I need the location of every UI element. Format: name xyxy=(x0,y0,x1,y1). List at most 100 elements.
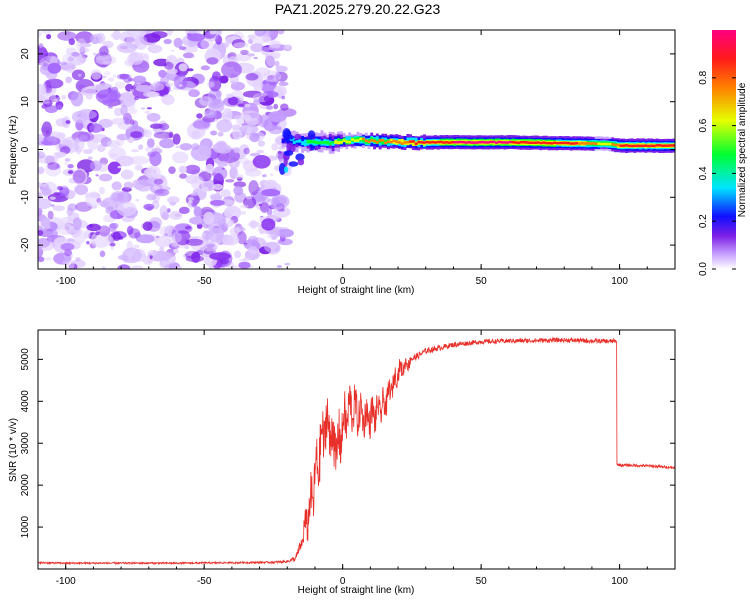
signal-cell xyxy=(481,140,484,144)
signal-cell xyxy=(309,139,313,144)
noise-blob xyxy=(248,180,259,196)
noise-blob xyxy=(184,250,200,259)
noise-blob xyxy=(253,56,258,60)
noise-blob xyxy=(192,120,210,129)
noise-blob xyxy=(38,151,46,159)
signal-cell xyxy=(483,141,487,144)
noise-blob xyxy=(86,240,90,245)
spectrogram-y-tick-label: -10 xyxy=(20,190,31,205)
signal-cell xyxy=(389,140,393,144)
noise-blob xyxy=(240,49,249,56)
noise-blob xyxy=(147,44,163,54)
spectrogram-x-tick-label: 50 xyxy=(476,276,488,287)
noise-blob xyxy=(47,62,62,74)
signal-cell xyxy=(542,141,545,144)
noise-blob xyxy=(174,213,181,217)
noise-blob xyxy=(190,192,199,196)
noise-blob xyxy=(112,30,122,41)
signal-cell xyxy=(547,141,551,145)
noise-blob xyxy=(232,161,236,167)
noise-blob xyxy=(277,30,285,35)
signal-cell xyxy=(500,141,504,144)
onset-blob xyxy=(283,150,294,156)
noise-blob xyxy=(123,181,133,190)
noise-blob xyxy=(178,46,187,51)
noise-blob xyxy=(191,143,200,151)
noise-blob xyxy=(262,80,268,85)
signal-cell xyxy=(517,141,520,144)
spectrogram-x-ticks: -100 -50 0 50 100 xyxy=(37,30,676,287)
signal-cell xyxy=(475,141,479,144)
signal-cell xyxy=(384,141,388,145)
signal-cell xyxy=(281,139,285,143)
signal-cell xyxy=(489,140,493,144)
signal-cell xyxy=(392,139,396,143)
noise-blob xyxy=(201,239,219,252)
noise-blob xyxy=(47,210,54,220)
snr-x-tick-label: -100 xyxy=(56,576,76,587)
signal-cell xyxy=(373,139,376,143)
onset-blob xyxy=(307,130,316,140)
snr-x-tick-label: 100 xyxy=(611,576,628,587)
noise-blob xyxy=(260,46,270,55)
signal-cell xyxy=(641,144,645,148)
snr-x-ticks: -100 -50 0 50 100 xyxy=(37,330,676,587)
signal-cell xyxy=(539,141,543,145)
noise-blob xyxy=(273,103,279,110)
signal-cell xyxy=(348,140,352,144)
signal-cell xyxy=(619,144,623,147)
signal-cell xyxy=(409,140,412,143)
noise-blob xyxy=(81,86,97,96)
noise-blob xyxy=(263,179,278,188)
noise-blob xyxy=(267,92,274,98)
signal-cell xyxy=(597,142,601,145)
noise-blob xyxy=(65,120,71,124)
noise-blob xyxy=(233,148,240,154)
noise-blob xyxy=(210,172,218,176)
noise-blob xyxy=(166,30,173,36)
noise-blob xyxy=(237,103,245,108)
signal-cell xyxy=(519,141,523,144)
onset-blob xyxy=(310,145,316,151)
signal-cell xyxy=(497,140,501,144)
signal-cell xyxy=(550,142,554,145)
noise-blob xyxy=(212,71,221,81)
signal-cell xyxy=(672,144,675,147)
signal-cell xyxy=(561,141,565,145)
noise-blob xyxy=(205,163,214,174)
signal-cell xyxy=(492,140,496,144)
signal-cell xyxy=(478,141,482,144)
noise-blob xyxy=(90,69,102,80)
signal-cell xyxy=(580,142,584,145)
noise-blob xyxy=(111,117,125,125)
colorbar-ticks: 0.0 0.2 0.4 0.6 0.8 xyxy=(698,70,736,276)
snr-y-tick-label: 5000 xyxy=(20,348,31,371)
signal-cell xyxy=(506,141,509,144)
noise-blob xyxy=(265,51,276,67)
noise-blob xyxy=(265,55,275,68)
noise-blob xyxy=(41,30,53,35)
noise-blob xyxy=(112,231,121,241)
signal-cell xyxy=(337,138,340,144)
noise-blob xyxy=(41,121,53,138)
signal-cell xyxy=(589,142,592,145)
noise-blob xyxy=(39,185,51,197)
noise-blob xyxy=(64,160,69,166)
signal-cell xyxy=(337,141,340,145)
signal-cell xyxy=(356,139,360,142)
noise-blob xyxy=(147,249,158,256)
signal-cell xyxy=(428,141,432,144)
noise-blob xyxy=(92,52,97,56)
noise-blob xyxy=(264,241,281,253)
noise-blob xyxy=(201,186,209,192)
noise-blob xyxy=(259,197,271,203)
noise-blob xyxy=(190,175,205,190)
signal-cell xyxy=(605,142,609,146)
signal-cell xyxy=(464,141,468,144)
noise-blob xyxy=(201,232,206,238)
noise-blob xyxy=(82,149,93,154)
noise-blob xyxy=(47,162,60,170)
noise-blob xyxy=(105,235,113,244)
snr-y-tick-label: 2000 xyxy=(20,474,31,497)
noise-blob xyxy=(160,76,170,85)
